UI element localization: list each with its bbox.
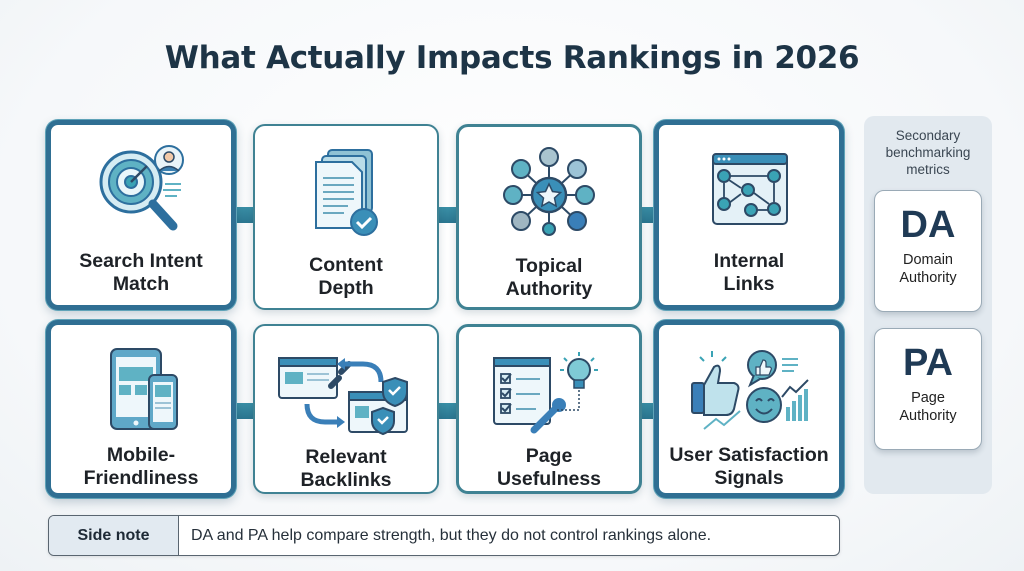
label-line: Backlinks: [300, 469, 392, 491]
name-line: Page: [911, 390, 945, 406]
factor-card-topical-authority: Topical Authority: [456, 124, 642, 310]
factor-label: Content Depth: [309, 254, 383, 300]
factor-label: Internal Links: [714, 250, 784, 296]
factor-label: Relevant Backlinks: [300, 446, 391, 492]
factor-grid: Search Intent Match Content Depth: [46, 120, 846, 498]
side-note-text: DA and PA help compare strength, but the…: [191, 526, 712, 544]
factor-label: Mobile- Friendliness: [84, 444, 199, 490]
factor-card-mobile-friendliness: Mobile- Friendliness: [46, 320, 236, 498]
factor-card-search-intent: Search Intent Match: [46, 120, 236, 310]
label-line: Content: [309, 254, 383, 276]
metric-card-pa: PA Page Authority: [874, 328, 982, 450]
metric-card-da: DA Domain Authority: [874, 190, 982, 312]
label-line: Links: [723, 273, 775, 295]
factor-label: Topical Authority: [506, 255, 593, 301]
checklist-wrench-bulb-icon: [484, 345, 614, 441]
panel-heading: Secondary benchmarking metrics: [864, 127, 992, 178]
metric-name: Domain Authority: [875, 251, 981, 287]
label-line: Page: [525, 445, 573, 467]
secondary-metrics-panel: Secondary benchmarking metrics DA Domain…: [864, 116, 992, 494]
label-line: Signals: [714, 467, 784, 489]
label-line: Usefulness: [496, 468, 602, 490]
name-line: Authority: [899, 270, 957, 286]
tablet-phone-icon: [86, 340, 196, 440]
label-line: Authority: [505, 278, 593, 300]
metric-abbr: PA: [903, 342, 953, 384]
factor-card-page-usefulness: Page Usefulness: [456, 324, 642, 494]
label-line: Depth: [318, 277, 374, 299]
factor-card-relevant-backlinks: Relevant Backlinks: [253, 324, 439, 494]
link-shield-icon: [271, 344, 421, 442]
label-line: User Satisfaction: [669, 444, 829, 466]
network-star-icon: [494, 145, 604, 245]
label-line: Friendliness: [83, 467, 199, 489]
label-line: Internal: [713, 250, 785, 272]
label-line: Relevant: [305, 446, 387, 468]
name-line: Authority: [899, 408, 957, 424]
side-note: Side note DA and PA help compare strengt…: [48, 515, 840, 556]
heading-line: benchmarking: [885, 145, 971, 160]
factor-label: Page Usefulness: [497, 445, 601, 491]
name-line: Domain: [903, 252, 953, 268]
page-title: What Actually Impacts Rankings in 2026: [164, 40, 860, 76]
factor-card-content-depth: Content Depth: [253, 124, 439, 310]
label-line: Topical: [515, 255, 583, 277]
heading-line: metrics: [906, 162, 950, 177]
browser-link-graph-icon: [694, 140, 804, 240]
heading-line: Secondary: [895, 128, 961, 143]
label-line: Match: [112, 273, 170, 295]
metric-name: Page Authority: [875, 389, 981, 425]
side-note-tag: Side note: [49, 516, 179, 555]
metric-abbr: DA: [900, 204, 956, 246]
factor-card-user-satisfaction: User Satisfaction Signals: [654, 320, 844, 498]
document-check-icon: [291, 144, 401, 244]
factor-label: Search Intent Match: [79, 250, 203, 296]
factor-label: User Satisfaction Signals: [669, 444, 828, 490]
thumbs-up-smiley-chart-icon: [674, 340, 824, 440]
factor-card-internal-links: Internal Links: [654, 120, 844, 310]
label-line: Search Intent: [79, 250, 203, 272]
label-line: Mobile-: [106, 444, 176, 466]
search-target-user-icon: [86, 140, 196, 240]
